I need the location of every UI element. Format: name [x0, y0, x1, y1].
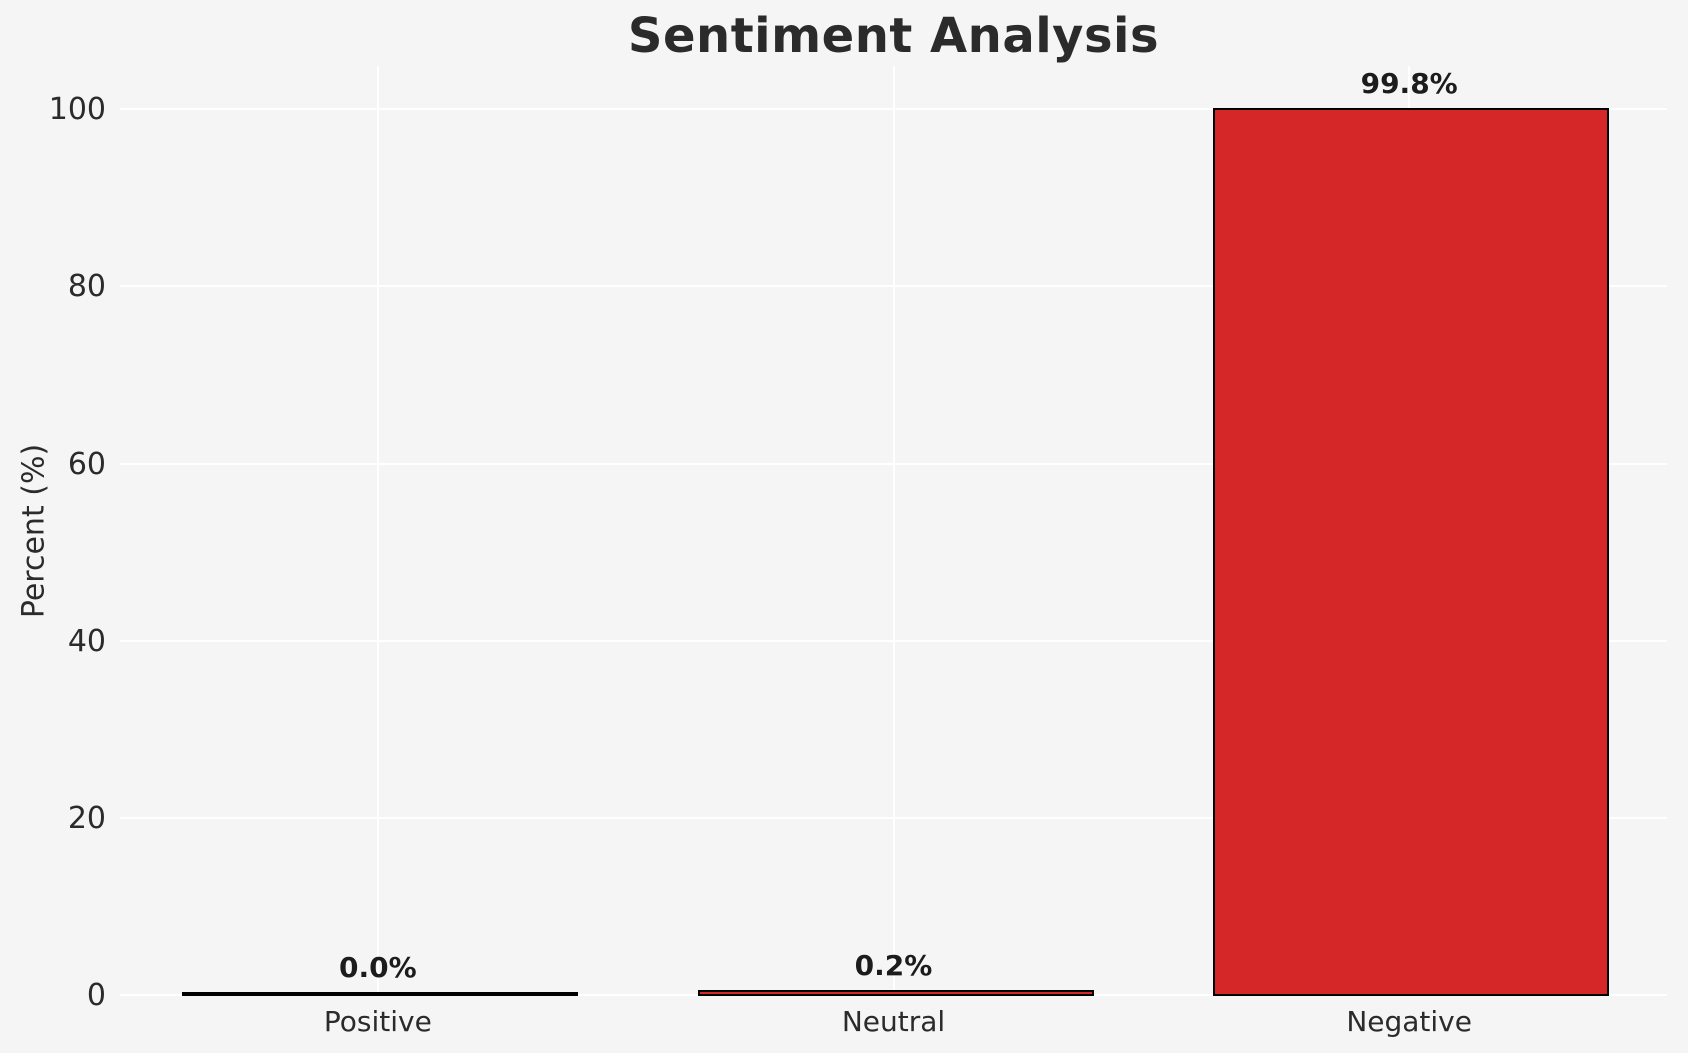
bar-negative — [1213, 108, 1609, 996]
gridline-vertical — [376, 66, 379, 996]
x-tick-label-positive: Positive — [323, 1005, 432, 1038]
x-tick-label-neutral: Neutral — [841, 1005, 946, 1038]
chart-title: Sentiment Analysis — [627, 8, 1160, 64]
y-tick-label: 100 — [48, 92, 106, 128]
y-tick-label: 40 — [67, 623, 106, 659]
plot-area: 0.0% 0.2% 99.8% — [120, 66, 1667, 996]
bar-value-label: 0.2% — [854, 949, 933, 983]
bar-neutral — [698, 990, 1094, 996]
bar-value-label: 0.0% — [339, 951, 417, 984]
y-tick-label: 60 — [67, 446, 106, 482]
y-tick-label: 20 — [67, 800, 106, 836]
x-tick-label-negative: Negative — [1346, 1005, 1472, 1038]
bar-positive — [182, 992, 578, 996]
bar-value-label: 99.8% — [1360, 67, 1458, 101]
y-tick-label: 0 — [86, 978, 106, 1013]
gridline-vertical — [892, 66, 895, 996]
y-tick-label: 80 — [67, 269, 106, 305]
